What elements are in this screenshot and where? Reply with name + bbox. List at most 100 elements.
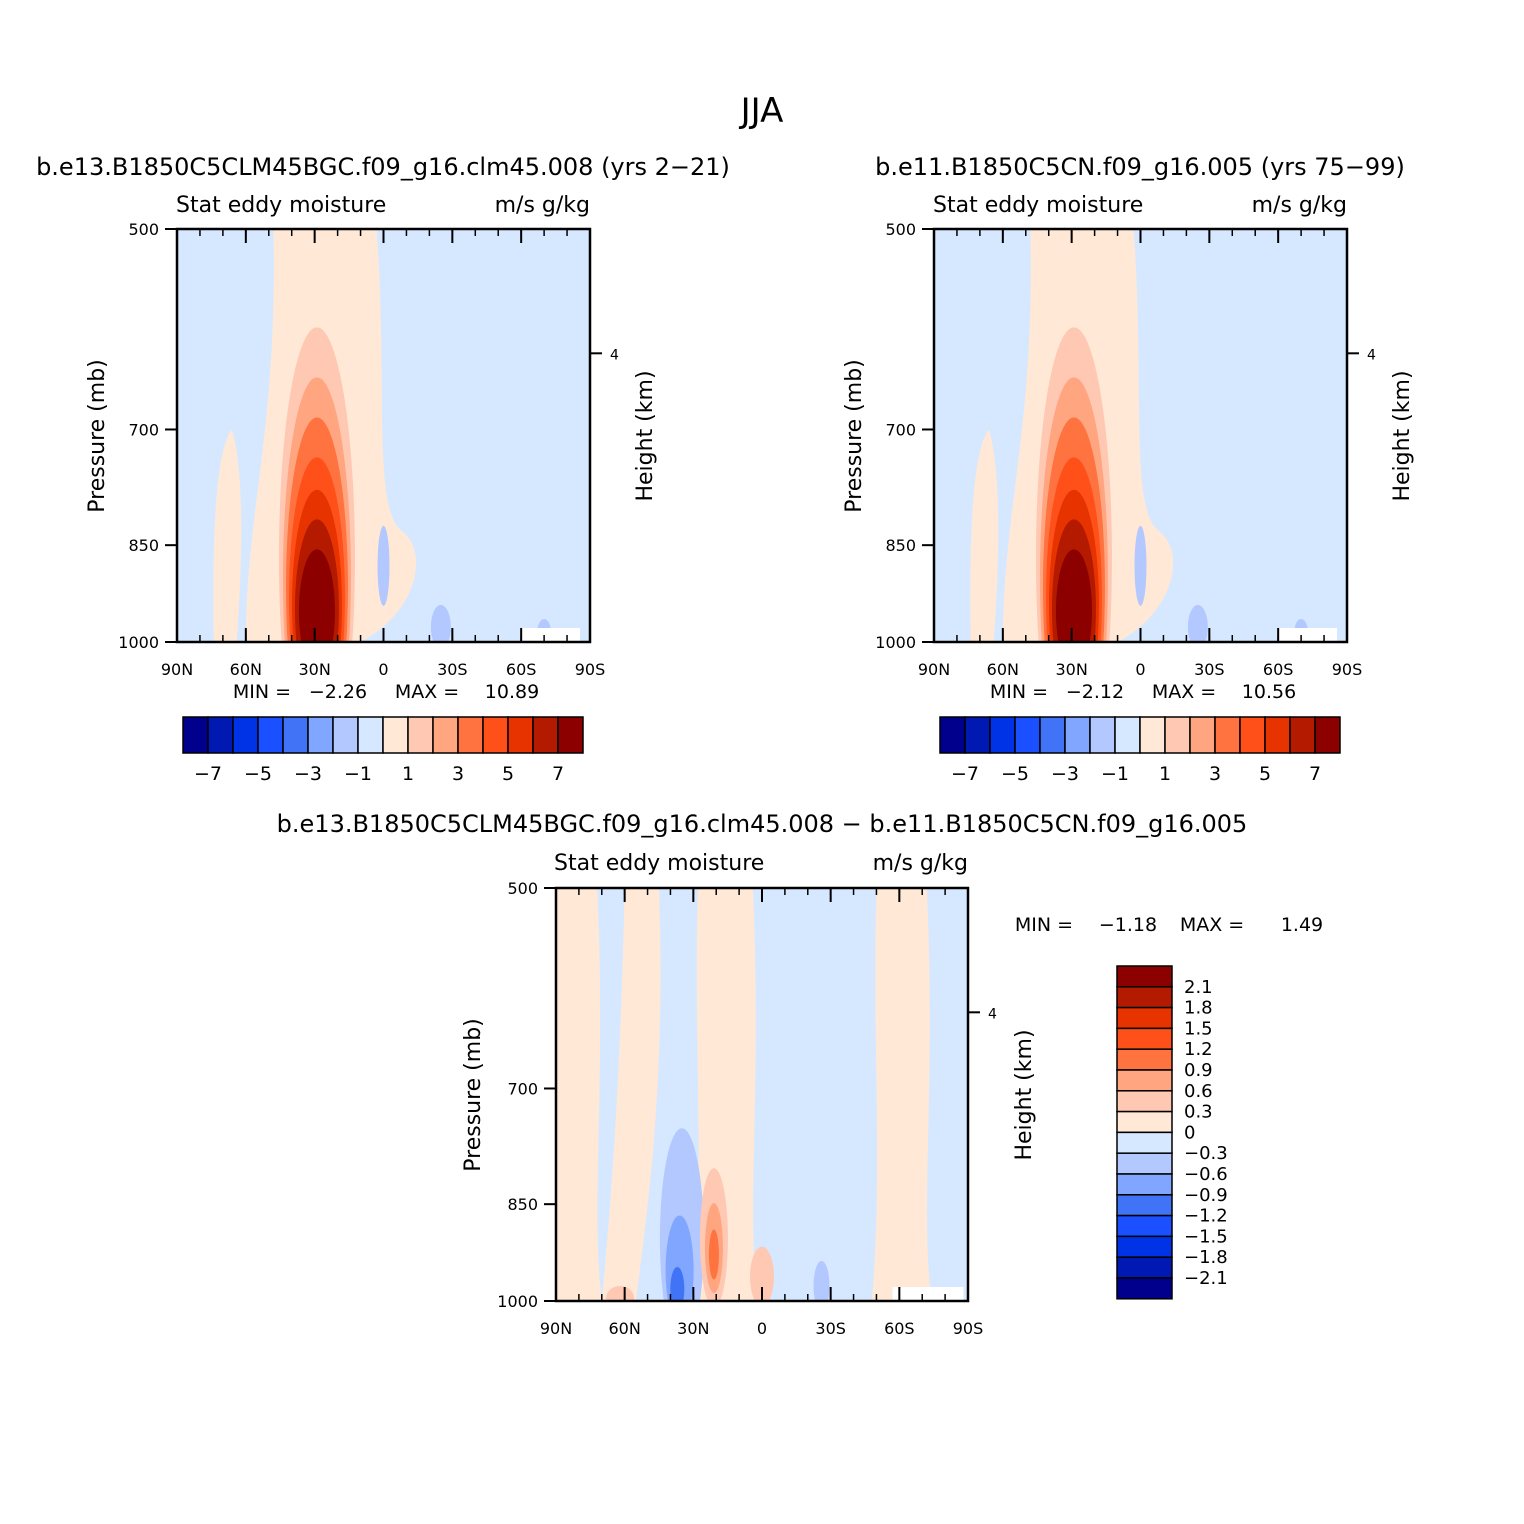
y-tick-label: 500 <box>507 879 538 898</box>
y-tick-label: 1000 <box>875 633 916 652</box>
colorbar-swatch <box>207 716 234 754</box>
colorbar-swatch <box>232 716 259 754</box>
colorbar-swatch <box>1089 716 1116 754</box>
colorbar-label: −5 <box>1001 763 1029 785</box>
colorbar-swatch <box>1116 1027 1173 1050</box>
y-tick-label: 850 <box>885 536 916 555</box>
colorbar-swatch <box>1314 716 1341 754</box>
colorbar-swatch <box>1289 716 1316 754</box>
contour-level-7 <box>298 549 335 642</box>
colorbar-swatch <box>1164 716 1191 754</box>
colorbar-label: 5 <box>502 763 514 785</box>
colorbar-label: 0.6 <box>1184 1081 1213 1102</box>
colorbar-label: −7 <box>951 763 979 785</box>
colorbar-swatch <box>557 716 584 754</box>
x-tick-label: 0 <box>378 660 388 679</box>
panel1-colorbar: −7 −5 −3 −1 1 3 5 7 <box>182 716 584 785</box>
panel1-ylabel: Pressure (mb) <box>85 359 110 513</box>
colorbar-swatch <box>989 716 1016 754</box>
negative-patch <box>1134 525 1147 606</box>
colorbar-swatch <box>282 716 309 754</box>
colorbar-swatch <box>532 716 559 754</box>
y-tick-label: 500 <box>885 220 916 239</box>
positive-band-north <box>213 429 242 642</box>
y-right-tick-label: 4 <box>1367 347 1376 363</box>
panel-test: b.e11.B1850C5CN.f09_g16.005 (yrs 75−99) … <box>842 153 1415 785</box>
colorbar-swatch <box>482 716 509 754</box>
colorbar-swatch <box>1064 716 1091 754</box>
colorbar-swatch <box>1116 1214 1173 1238</box>
colorbar-swatch <box>182 716 209 754</box>
colorbar-swatch <box>1264 716 1291 754</box>
colorbar-swatch <box>1139 716 1166 754</box>
panel3-colorbar: 2.11.81.51.20.90.60.30−0.3−0.6−0.9−1.2−1… <box>1116 965 1228 1300</box>
panel3-right-label: m/s g/kg <box>873 851 968 876</box>
colorbar-swatch <box>1039 716 1066 754</box>
panel1-max-value: 10.89 <box>485 681 539 703</box>
colorbar-label: −1 <box>344 763 372 785</box>
colorbar-label: −1 <box>1101 763 1129 785</box>
x-tick-label: 90N <box>918 660 950 679</box>
negative-level-3 <box>670 1266 685 1301</box>
colorbar-swatch <box>1116 1006 1173 1030</box>
colorbar-label: −5 <box>244 763 272 785</box>
colorbar-label: 0.9 <box>1184 1060 1213 1081</box>
diff-title: b.e13.B1850C5CLM45BGC.f09_g16.clm45.008 … <box>277 810 1248 838</box>
panel-control: b.e13.B1850C5CLM45BGC.f09_g16.clm45.008 … <box>36 153 730 785</box>
x-tick-label: 30S <box>1194 660 1225 679</box>
x-tick-label: 90N <box>540 1319 572 1338</box>
negative-patch <box>430 604 451 642</box>
panel3-plot-area <box>556 888 968 1301</box>
colorbar-label: 1.2 <box>1184 1039 1213 1060</box>
colorbar-label: −1.8 <box>1184 1247 1228 1268</box>
panel3-max-label: MAX = <box>1180 914 1244 936</box>
colorbar-swatch <box>1114 716 1141 754</box>
panel2-ylabel: Pressure (mb) <box>842 359 867 513</box>
colorbar-swatch <box>1116 1069 1173 1092</box>
x-tick-label: 90N <box>161 660 193 679</box>
colorbar-swatch <box>1116 1277 1173 1300</box>
panel3-axes: 90N 60N 30N 0 30S 60S 90S 500 700 850 1000 4 <box>497 879 997 1338</box>
colorbar-swatch <box>357 716 384 754</box>
missing-data-mask <box>892 1287 964 1301</box>
y-tick-label: 1000 <box>118 633 159 652</box>
colorbar-label: −1.2 <box>1184 1206 1228 1227</box>
colorbar-label: −0.6 <box>1184 1164 1228 1185</box>
x-tick-label: 60S <box>506 660 537 679</box>
y-tick-label: 700 <box>128 420 159 439</box>
panel2-plot-area <box>934 229 1347 642</box>
colorbar-swatch <box>939 716 966 754</box>
x-tick-label: 30S <box>437 660 468 679</box>
panel1-ylabel-right: Height (km) <box>633 370 658 501</box>
colorbar-label: 1.8 <box>1184 998 1213 1019</box>
panel2-max-value: 10.56 <box>1242 681 1296 703</box>
panel3-left-label: Stat eddy moisture <box>554 851 764 876</box>
panel1-subtitle: b.e13.B1850C5CLM45BGC.f09_g16.clm45.008 … <box>36 153 730 181</box>
colorbar-label: 3 <box>1209 763 1221 785</box>
y-tick-label: 850 <box>507 1195 538 1214</box>
colorbar-swatch <box>407 716 434 754</box>
x-tick-label: 60S <box>1263 660 1294 679</box>
colorbar-label: −7 <box>194 763 222 785</box>
colorbar-swatch <box>1239 716 1266 754</box>
x-tick-label: 30N <box>299 660 331 679</box>
colorbar-label: 1 <box>1159 763 1171 785</box>
colorbar-label: 7 <box>1309 763 1321 785</box>
x-tick-label: 90S <box>953 1319 984 1338</box>
panel2-min-label: MIN = <box>990 681 1048 703</box>
panel3-min-value: −1.18 <box>1099 914 1157 936</box>
positive-band-north <box>970 429 999 642</box>
colorbar-label: 7 <box>552 763 564 785</box>
panel1-max-label: MAX = <box>395 681 459 703</box>
positive-band-4 <box>601 888 661 1301</box>
negative-patch <box>377 525 390 606</box>
x-tick-label: 60N <box>987 660 1019 679</box>
colorbar-swatch <box>1116 1173 1173 1196</box>
y-tick-label: 1000 <box>497 1292 538 1311</box>
panel3-max-value: 1.49 <box>1281 914 1323 936</box>
colorbar-label: 1 <box>402 763 414 785</box>
y-tick-label: 700 <box>507 1079 538 1098</box>
colorbar-swatch <box>1214 716 1241 754</box>
x-tick-label: 30N <box>677 1319 709 1338</box>
positive-level-1 <box>606 1286 635 1301</box>
